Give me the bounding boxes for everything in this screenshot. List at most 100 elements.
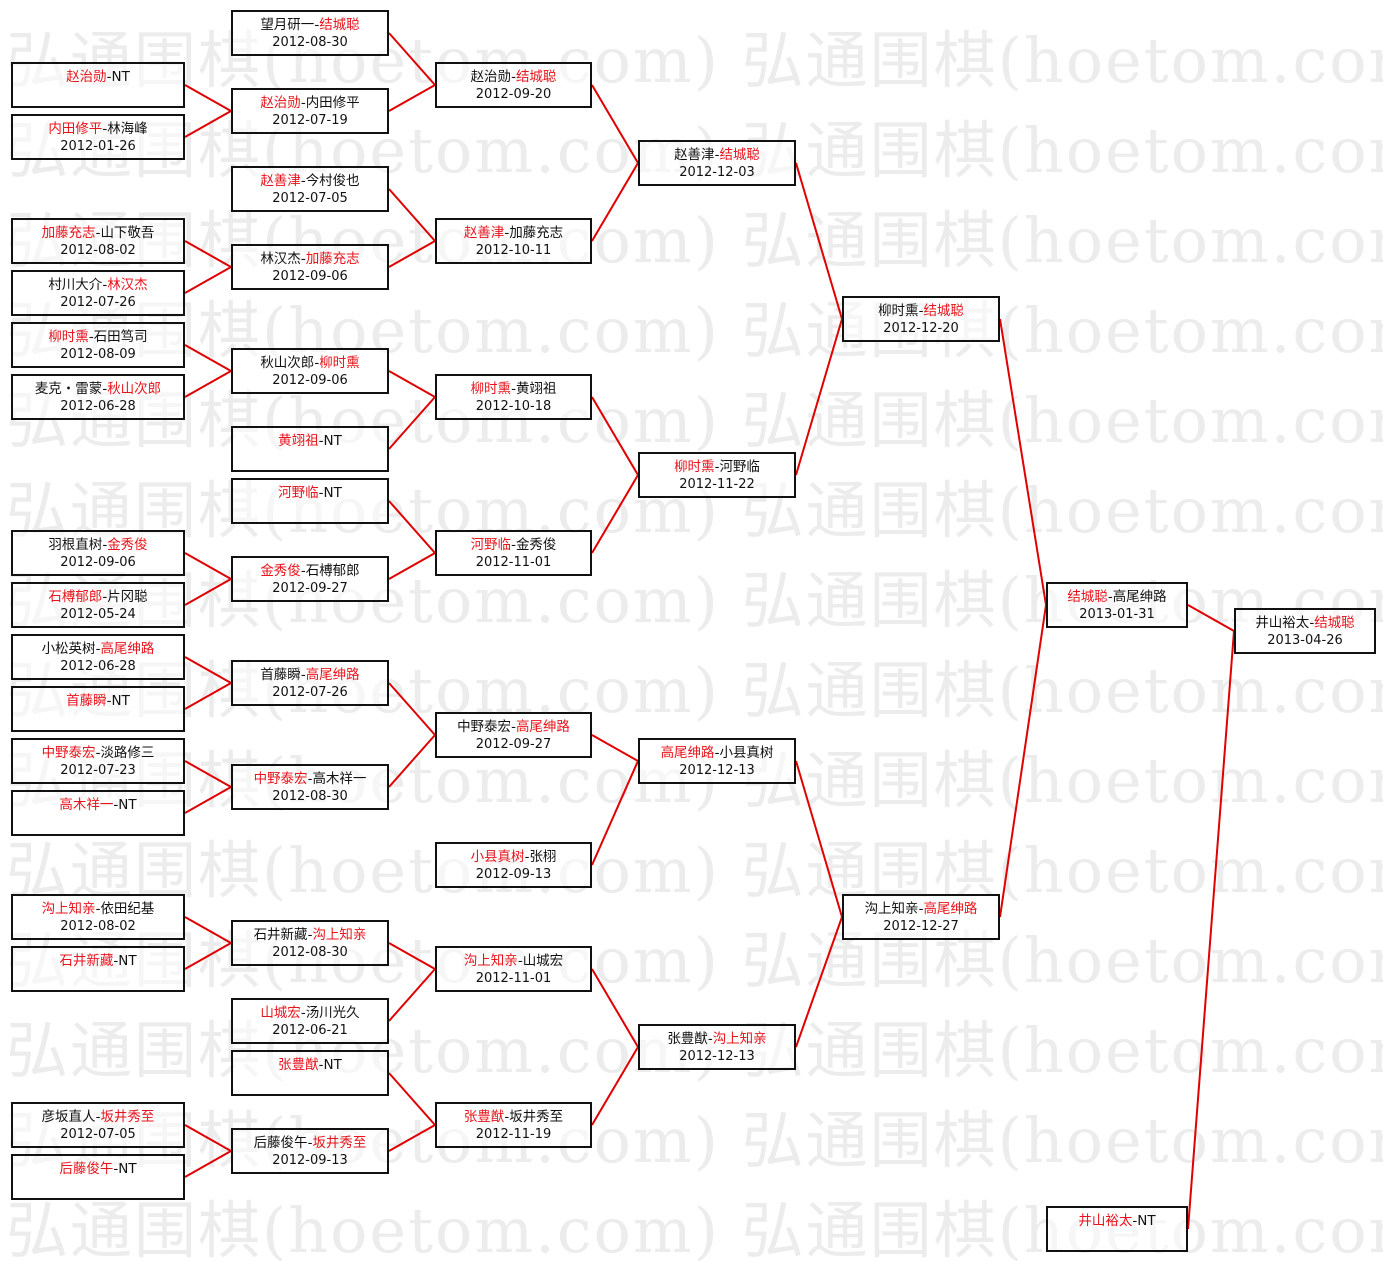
match-box[interactable]: 后藤俊午-NT (11, 1154, 185, 1200)
match-box[interactable]: 赵善津-加藤充志 2012-10-11 (435, 218, 592, 264)
player-2: 高尾绅路 (515, 719, 570, 735)
connector-line (795, 162, 843, 320)
match-players: 中野泰宏-高木祥一 (233, 770, 387, 788)
match-box[interactable]: 望月研一-结城聪 2012-08-30 (231, 10, 389, 56)
match-box[interactable]: 小松英树-高尾绅路 2012-06-28 (11, 634, 185, 680)
match-box[interactable]: 加藤充志-山下敬吾 2012-08-02 (11, 218, 185, 264)
match-box[interactable]: 沟上知亲-山城宏 2012-11-01 (435, 946, 592, 992)
match-players: 河野临-NT (233, 484, 387, 502)
match-box[interactable]: 彦坂直人-坂井秀至 2012-07-05 (11, 1102, 185, 1148)
player-2: NT (1137, 1213, 1156, 1229)
player-2: NT (118, 953, 137, 969)
match-box[interactable]: 赵治勋-结城聪 2012-09-20 (435, 62, 592, 108)
match-box[interactable]: 井山裕太-结城聪 2013-04-26 (1234, 608, 1376, 654)
connector-line (388, 1072, 436, 1126)
player-1: 沟上知亲 (864, 901, 919, 917)
match-box[interactable]: 张豊猷-坂井秀至 2012-11-19 (435, 1102, 592, 1148)
separator: - (511, 69, 516, 85)
match-box[interactable]: 村川大介-林汉杰 2012-07-26 (11, 270, 185, 316)
player-2: NT (323, 1057, 342, 1073)
match-box[interactable]: 中野泰宏-高木祥一 2012-08-30 (231, 764, 389, 810)
connector-line (388, 552, 436, 580)
match-box[interactable]: 金秀俊-石榑郁郎 2012-09-27 (231, 556, 389, 602)
match-players: 石榑郁郎-片冈聪 (13, 588, 183, 606)
player-2: 内田修平 (305, 95, 360, 111)
match-date: 2012-12-03 (679, 165, 755, 180)
player-1: 高木祥一 (59, 797, 114, 813)
match-box[interactable]: 柳时熏-石田笃司 2012-08-09 (11, 322, 185, 368)
player-1: 内田修平 (48, 121, 103, 137)
match-box[interactable]: 张豊猷-NT (231, 1050, 389, 1096)
match-box[interactable]: 柳时熏-河野临 2012-11-22 (638, 452, 796, 498)
match-box[interactable]: 黄翊祖-NT (231, 426, 389, 472)
match-box[interactable]: 高尾绅路-小县真树 2012-12-13 (638, 738, 796, 784)
match-box[interactable]: 后藤俊午-坂井秀至 2012-09-13 (231, 1128, 389, 1174)
match-box[interactable]: 中野泰宏-高尾绅路 2012-09-27 (435, 712, 592, 758)
separator: - (300, 95, 306, 111)
match-players: 赵治勋-NT (13, 68, 183, 86)
match-box[interactable]: 赵治勋-NT (11, 62, 185, 108)
connector-line (1187, 604, 1235, 632)
connector-line (388, 942, 436, 970)
connector-line (591, 760, 639, 866)
match-box[interactable]: 张豊猷-沟上知亲 2012-12-13 (638, 1024, 796, 1070)
match-box[interactable]: 井山裕太-NT (1046, 1206, 1188, 1252)
match-players: 后藤俊午-坂井秀至 (233, 1134, 387, 1152)
match-players: 羽根直树-金秀俊 (13, 536, 183, 554)
match-box[interactable]: 石榑郁郎-片冈聪 2012-05-24 (11, 582, 185, 628)
match-box[interactable]: 山城宏-汤川光久 2012-06-21 (231, 998, 389, 1044)
match-box[interactable]: 首藤瞬-高尾绅路 2012-07-26 (231, 660, 389, 706)
match-box[interactable]: 首藤瞬-NT (11, 686, 185, 732)
match-box[interactable]: 赵善津-今村俊也 2012-07-05 (231, 166, 389, 212)
player-2: 加藤充志 (509, 225, 564, 241)
separator: - (318, 485, 324, 501)
match-box[interactable]: 羽根直树-金秀俊 2012-09-06 (11, 530, 185, 576)
match-date: 2012-08-02 (60, 919, 136, 934)
player-1: 黄翊祖 (278, 433, 319, 449)
connector-line (388, 396, 436, 450)
match-players: 秋山次郎-柳时熏 (233, 354, 387, 372)
connector-line (388, 500, 436, 554)
match-box[interactable]: 林汉杰-加藤充志 2012-09-06 (231, 244, 389, 290)
separator: - (95, 901, 101, 917)
match-box[interactable]: 石井新藏-沟上知亲 2012-08-30 (231, 920, 389, 966)
match-date: 2012-11-01 (475, 971, 552, 986)
match-box[interactable]: 秋山次郎-柳时熏 2012-09-06 (231, 348, 389, 394)
player-1: 井山裕太 (1255, 615, 1310, 631)
match-box[interactable]: 结城聪-高尾绅路 2013-01-31 (1046, 582, 1188, 628)
separator: - (918, 901, 924, 917)
separator: - (300, 563, 306, 579)
match-box[interactable]: 赵善津-结城聪 2012-12-03 (638, 140, 796, 186)
player-2: 汤川光久 (305, 1005, 360, 1021)
match-box[interactable]: 柳时熏-黄翊祖 2012-10-18 (435, 374, 592, 420)
match-box[interactable]: 小县真树-张栩 2012-09-13 (435, 842, 592, 888)
match-box[interactable]: 赵治勋-内田修平 2012-07-19 (231, 88, 389, 134)
match-players: 赵治勋-结城聪 (437, 68, 590, 86)
match-box[interactable]: 高木祥一-NT (11, 790, 185, 836)
player-2: NT (111, 693, 130, 709)
match-box[interactable]: 柳时熏-结城聪 2012-12-20 (842, 296, 1000, 342)
player-2: 结城聪 (923, 303, 964, 319)
match-date: 2012-09-13 (475, 867, 552, 882)
connector-line (184, 552, 232, 580)
match-box[interactable]: 河野临-NT (231, 478, 389, 524)
match-players: 沟上知亲-山城宏 (437, 952, 590, 970)
match-box[interactable]: 内田修平-林海峰 2012-01-26 (11, 114, 185, 160)
player-1: 井山裕太 (1078, 1213, 1133, 1229)
connector-line (591, 162, 639, 242)
player-1: 彦坂直人 (41, 1109, 96, 1125)
match-date: 2012-06-21 (272, 1023, 348, 1038)
player-1: 柳时熏 (48, 329, 89, 345)
player-1: 村川大介 (48, 277, 103, 293)
match-box[interactable]: 沟上知亲-高尾绅路 2012-12-27 (842, 894, 1000, 940)
connector-line (184, 266, 232, 294)
match-box[interactable]: 河野临-金秀俊 2012-11-01 (435, 530, 592, 576)
player-2: 山下敬吾 (100, 225, 155, 241)
match-box[interactable]: 沟上知亲-依田纪基 2012-08-02 (11, 894, 185, 940)
match-box[interactable]: 麦克・雷蒙-秋山次郎 2012-06-28 (11, 374, 185, 420)
separator: - (318, 433, 324, 449)
separator: - (106, 69, 112, 85)
match-box[interactable]: 中野泰宏-淡路修三 2012-07-23 (11, 738, 185, 784)
connector-line (184, 240, 232, 268)
match-box[interactable]: 石井新藏-NT (11, 946, 185, 992)
